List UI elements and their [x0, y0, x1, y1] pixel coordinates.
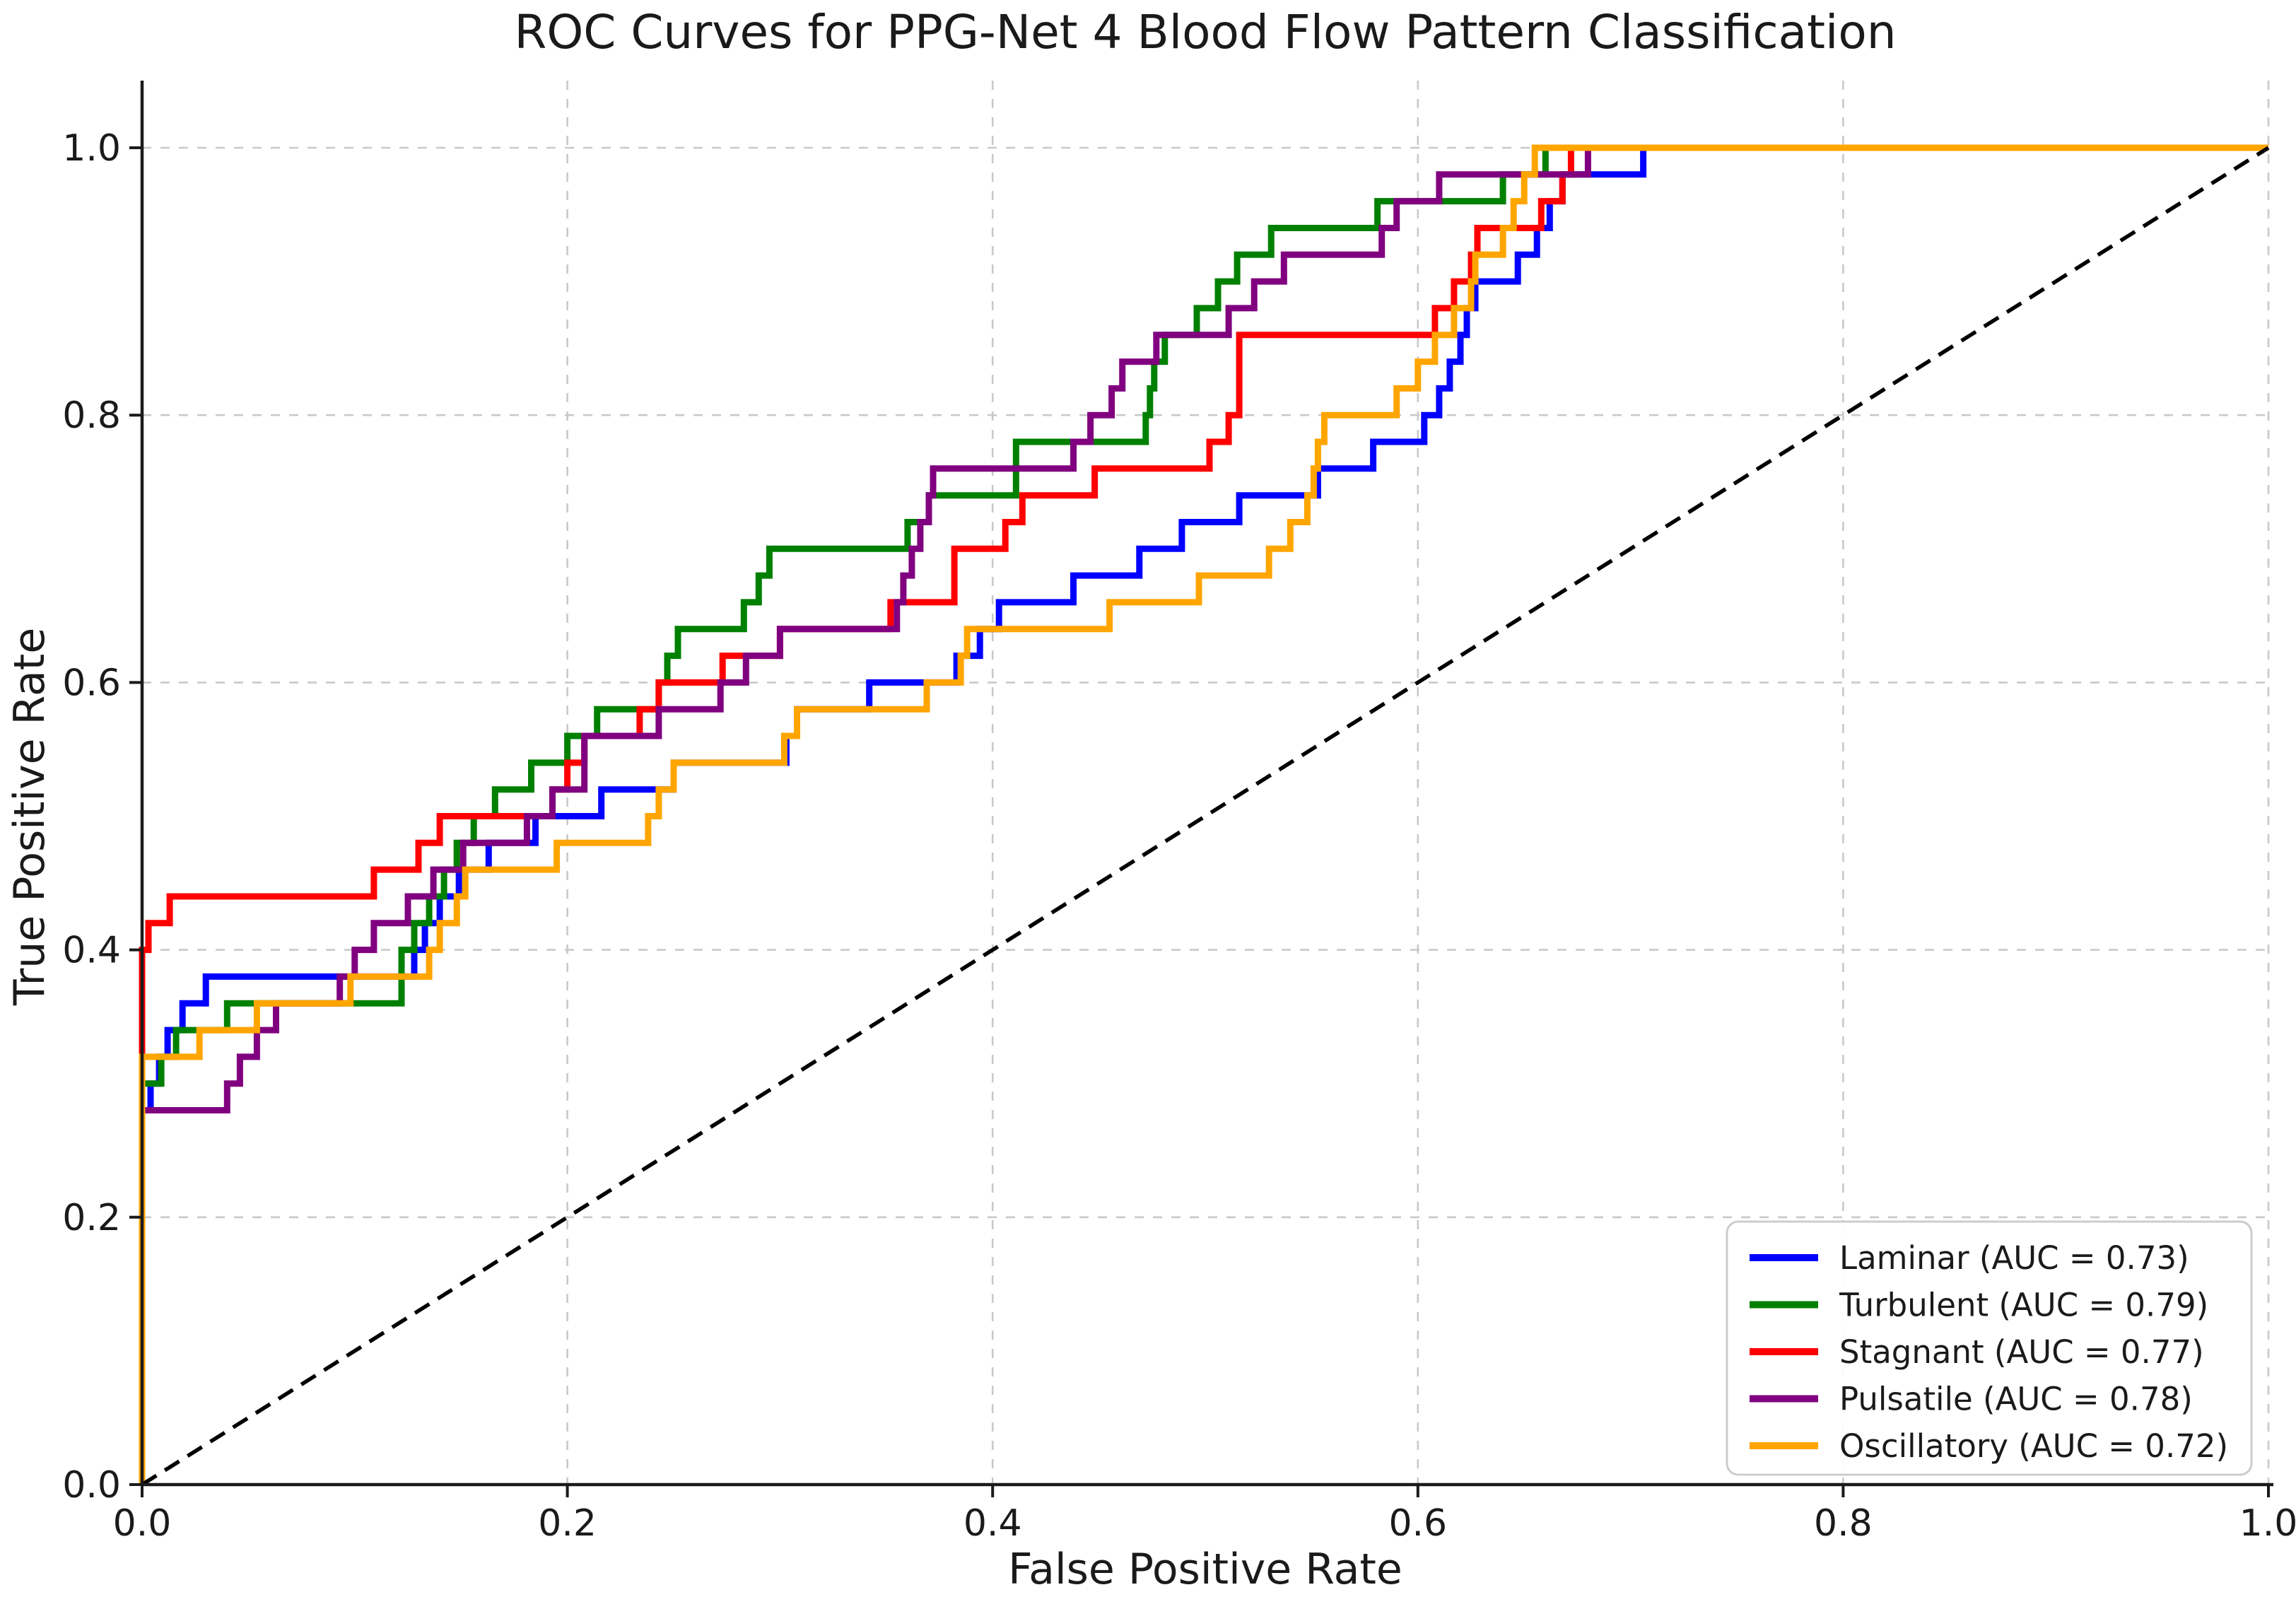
legend: Laminar (AUC = 0.73) Turbulent (AUC = 0.7…: [1726, 1220, 2253, 1476]
chance-diagonal-line: [141, 146, 2270, 1487]
y-tick-label-0.0: 0.0: [62, 1464, 121, 1507]
y-tick-label-0.6: 0.6: [62, 662, 121, 704]
y-tick-label-0.2: 0.2: [62, 1197, 121, 1239]
legend-box: [1726, 1220, 2253, 1476]
legend-label-laminar: Laminar (AUC = 0.73): [1839, 1239, 2189, 1277]
legend-item-pulsatile: Pulsatile (AUC = 0.78): [1750, 1381, 2193, 1418]
roc-curve-stagnant: [139, 144, 2268, 1485]
chart-title: ROC Curves for PPG-Net 4 Blood Flow Patt…: [514, 5, 1896, 59]
x-tick-label-0.6: 0.6: [1388, 1502, 1447, 1545]
legend-item-turbulent: Turbulent (AUC = 0.79): [1750, 1287, 2208, 1324]
y-tick-label-0.8: 0.8: [62, 394, 121, 437]
axes-spines: [140, 81, 2273, 1487]
x-tick-label-0.0: 0.0: [113, 1502, 172, 1545]
x-tick-label-0.4: 0.4: [964, 1502, 1022, 1545]
gridlines: [142, 81, 2270, 1485]
x-tick-label-1.0: 1.0: [2239, 1502, 2296, 1545]
legend-label-oscillatory: Oscillatory (AUC = 0.72): [1839, 1427, 2228, 1465]
roc-curve-oscillatory: [139, 144, 2268, 1485]
y-tick-label-1.0: 1.0: [62, 127, 121, 170]
x-tick-label-0.8: 0.8: [1814, 1502, 1873, 1545]
legend-item-stagnant: Stagnant (AUC = 0.77): [1750, 1333, 2204, 1371]
axis-ticks: 0.0 0.2 0.4 0.6 0.8 1.0 0.0 0.2 0.4 0.6 0.8 1.0: [62, 127, 2296, 1545]
legend-item-oscillatory: Oscillatory (AUC = 0.72): [1750, 1427, 2228, 1465]
x-tick-label-0.2: 0.2: [538, 1502, 597, 1545]
roc-curves: [139, 144, 2268, 1485]
x-axis-label: False Positive Rate: [1008, 1545, 1402, 1594]
legend-label-pulsatile: Pulsatile (AUC = 0.78): [1839, 1381, 2193, 1418]
chance-line: [141, 146, 2270, 1487]
legend-item-laminar: Laminar (AUC = 0.73): [1750, 1239, 2189, 1277]
y-tick-label-0.4: 0.4: [62, 930, 121, 972]
legend-label-turbulent: Turbulent (AUC = 0.79): [1839, 1287, 2208, 1324]
y-axis-label: True Positive Rate: [5, 628, 54, 1006]
legend-label-stagnant: Stagnant (AUC = 0.77): [1839, 1333, 2204, 1371]
roc-curve-turbulent: [139, 144, 2268, 1485]
